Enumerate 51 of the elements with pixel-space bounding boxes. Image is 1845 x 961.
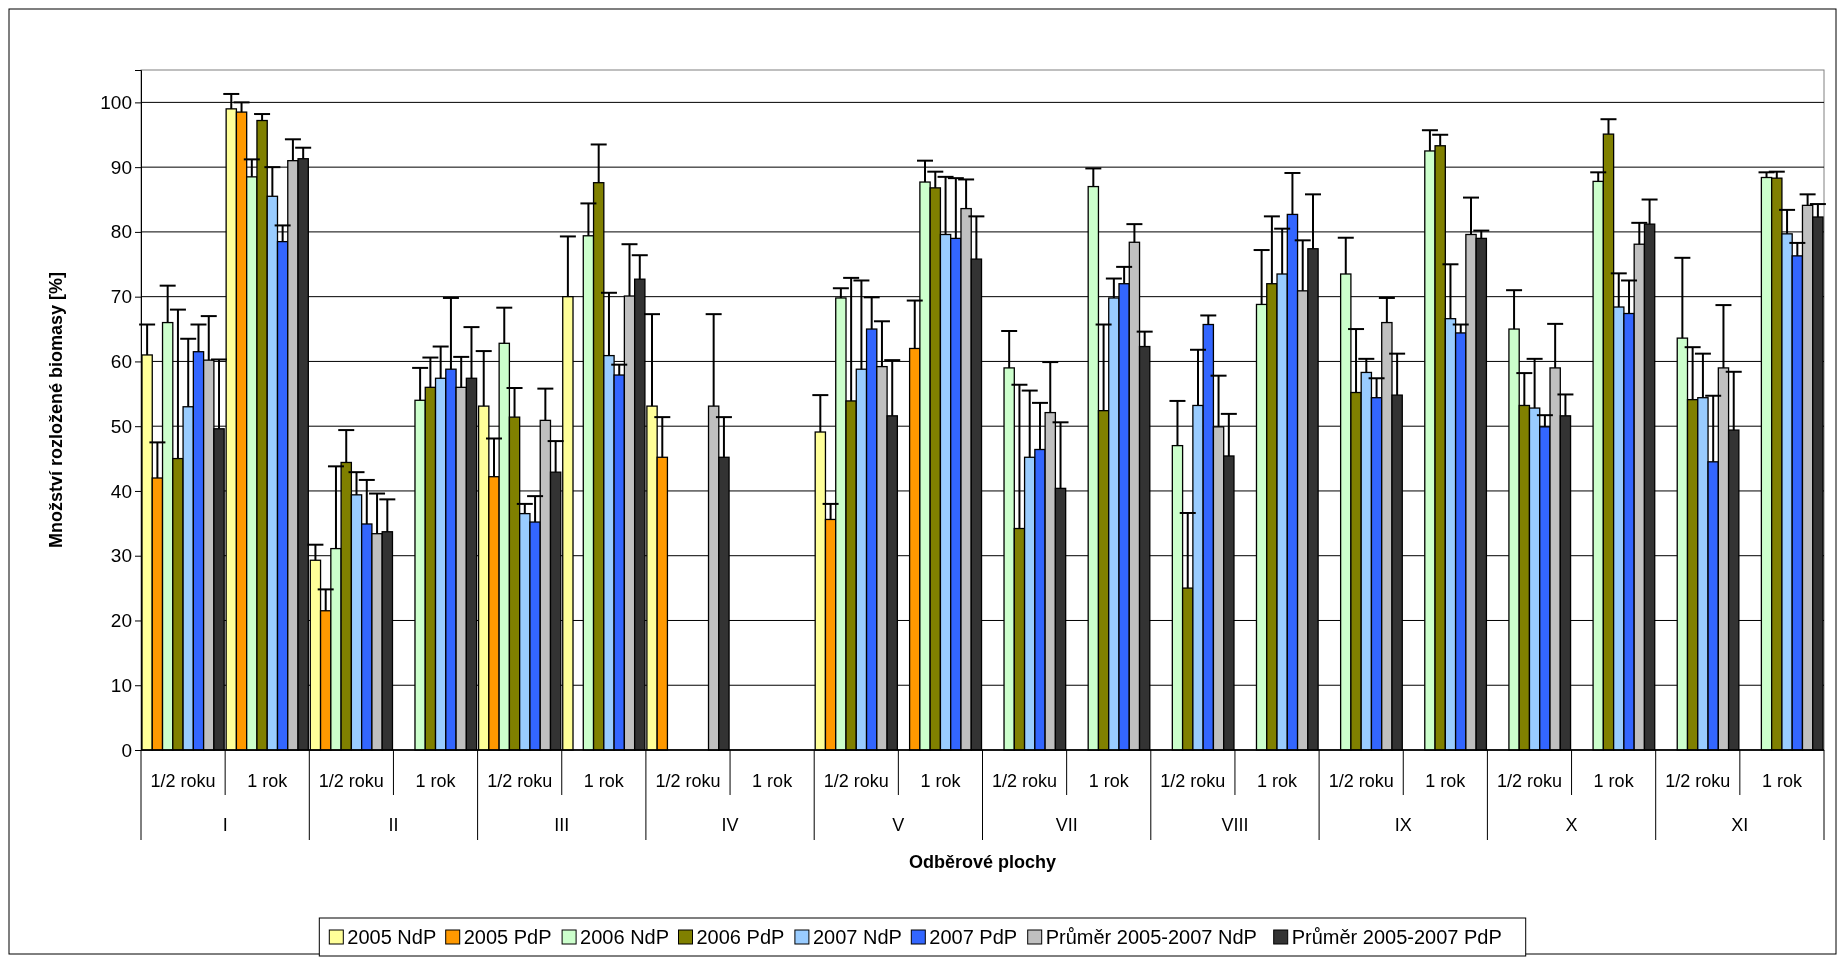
y-tick-label: 40 xyxy=(110,480,132,502)
y-tick-label: 60 xyxy=(110,351,132,373)
legend-label: 2007 PdP xyxy=(929,926,1018,948)
x-tick-label: 1 rok xyxy=(920,771,962,791)
text: VII xyxy=(1055,815,1078,835)
x-tick-label: 1 rok xyxy=(1425,771,1467,791)
x-tick-label: 1/2 roku xyxy=(487,771,553,791)
x-tick-label: 1/2 roku xyxy=(1328,771,1394,791)
x-tick-label: 1/2 roku xyxy=(1496,771,1562,791)
text: IV xyxy=(721,815,739,835)
legend-label: 2005 PdP xyxy=(463,926,552,948)
x-tick-label: 1/2 roku xyxy=(655,771,721,791)
legend-label: Průměr 2005-2007 NdP xyxy=(1045,926,1257,948)
legend-label: 2007 NdP xyxy=(812,926,902,948)
legend-label: 2006 NdP xyxy=(580,926,670,948)
y-tick-label: 30 xyxy=(110,545,132,567)
y-tick-label: 100 xyxy=(100,91,132,113)
y-tick-label: 50 xyxy=(110,415,132,437)
text: IX xyxy=(1394,815,1412,835)
text: VIII xyxy=(1221,815,1249,835)
x-tick-label: 1 rok xyxy=(752,771,794,791)
y-axis-title: Množství rozložené biomasy [%] xyxy=(46,271,66,549)
x-tick-label: 1 rok xyxy=(247,771,289,791)
x-tick-label: 1/2 roku xyxy=(823,771,889,791)
x-tick-label: 1 rok xyxy=(1761,771,1803,791)
y-tick-label: 10 xyxy=(110,674,132,696)
y-tick-label: 70 xyxy=(110,286,132,308)
x-tick-label: 1 rok xyxy=(583,771,625,791)
legend-label: 2005 NdP xyxy=(347,926,437,948)
x-axis-title: Odběrové plochy xyxy=(908,852,1057,872)
y-tick-label: 20 xyxy=(110,610,132,632)
x-tick-label: 1 rok xyxy=(1257,771,1299,791)
x-tick-label: 1/2 roku xyxy=(318,771,384,791)
y-tick-label: 80 xyxy=(110,221,132,243)
x-tick-label: 1 rok xyxy=(415,771,457,791)
text: XI xyxy=(1731,815,1749,835)
text: I xyxy=(222,815,228,835)
x-tick-label: 1/2 roku xyxy=(992,771,1058,791)
legend-label: 2006 PdP xyxy=(696,926,785,948)
x-tick-label: 1/2 roku xyxy=(1665,771,1731,791)
y-tick-label: 0 xyxy=(121,739,132,761)
x-tick-label: 1/2 roku xyxy=(1160,771,1226,791)
legend-label: Průměr 2005-2007 PdP xyxy=(1291,926,1502,948)
text: III xyxy=(554,815,570,835)
x-tick-label: 1/2 roku xyxy=(150,771,216,791)
text: X xyxy=(1565,815,1578,835)
text: V xyxy=(892,815,905,835)
y-tick-label: 90 xyxy=(110,156,132,178)
x-tick-label: 1 rok xyxy=(1593,771,1635,791)
text: II xyxy=(388,815,399,835)
x-tick-label: 1 rok xyxy=(1088,771,1130,791)
